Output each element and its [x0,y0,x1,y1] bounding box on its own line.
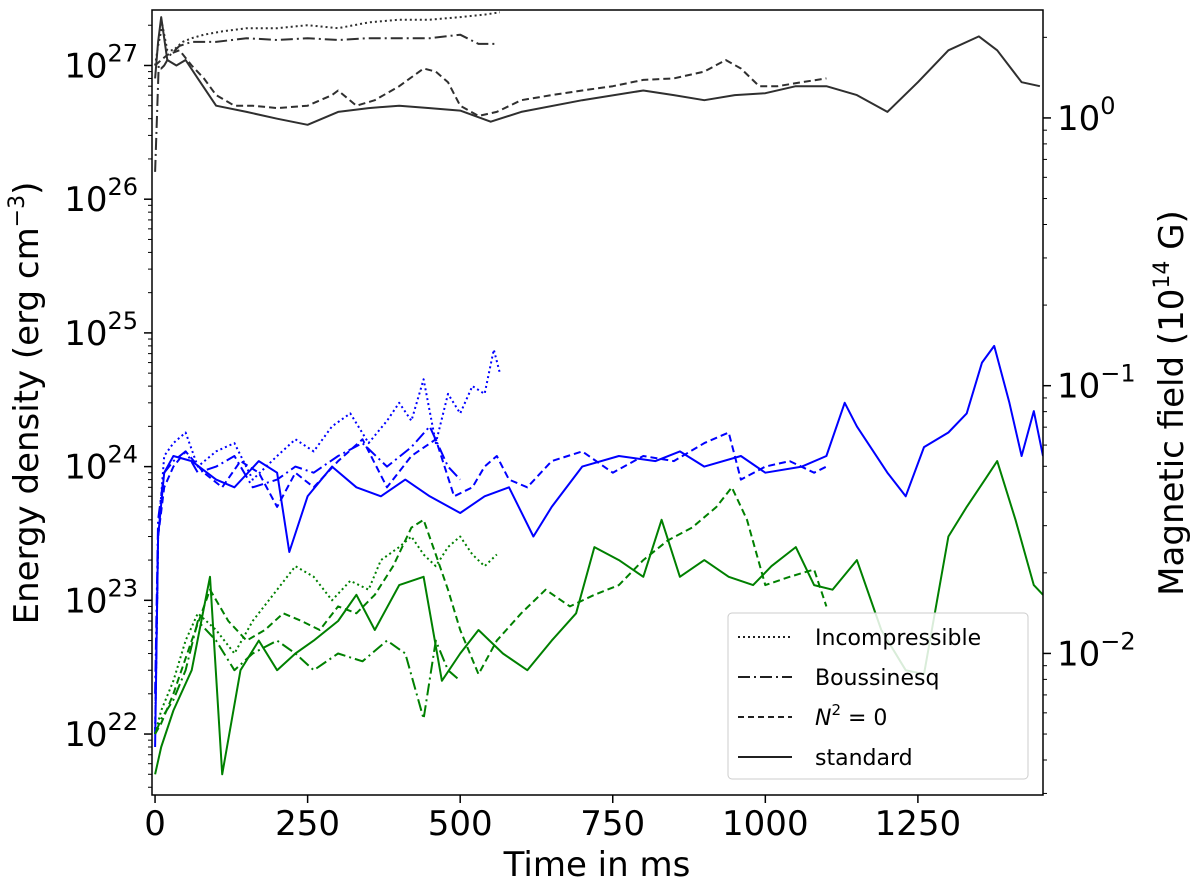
x-tick-label: 0 [144,804,166,844]
x-tick-label: 1250 [875,804,962,844]
series-line-blue-dotted [154,348,501,735]
series-line-green-dashdot [154,620,461,735]
y-left-tick-label: 1025 [64,307,138,354]
y-left-tick-label: 1023 [64,574,138,621]
y-right-tick-label: 10−2 [1057,627,1136,674]
y-left-tick-label: 1022 [64,708,138,755]
x-axis-title: Time in ms [503,845,691,885]
x-axis: 0 250 500 750 1000 1250 [144,795,961,844]
x-tick-label: 1000 [722,804,809,844]
series-line-black-dotted [154,11,501,66]
series-line-black-solid [154,16,1041,126]
x-tick-label: 500 [428,804,493,844]
y-right-tick-label: 10−1 [1057,360,1136,407]
series-line-black-dashdot [154,33,497,172]
series-line-black-dashed [154,49,827,117]
legend-frame [727,612,1029,780]
x-tick-label: 250 [275,804,340,844]
series-line-blue-dashdot [154,425,461,694]
legend-label-incompressible: Incompressible [815,626,981,651]
series-line-green-dashed [154,486,828,735]
legend: Incompressible Boussinesq N2 = 0 standar… [727,612,1029,780]
series-line-blue-solid [154,344,1043,748]
y-axis-right-title: Magnetic field (1014 G) [1150,210,1192,596]
y-left-tick-label: 1026 [64,173,138,220]
y-left-tick-label: 1024 [64,441,138,488]
y-axis-left: 1022 1023 1024 1025 1026 1027 [64,24,152,788]
series-line-blue-dashed [154,431,827,735]
y-right-tick-label: 100 [1057,92,1116,139]
y-axis-right: 10−2 10−1 100 [1043,36,1136,794]
legend-label-standard: standard [815,746,913,771]
x-tick-label: 750 [580,804,645,844]
legend-label-n2-zero: N2 = 0 [815,701,887,731]
series-line-green-dotted [154,535,498,735]
y-axis-left-title: Energy density (erg cm−3) [5,182,47,625]
legend-label-boussinesq: Boussinesq [815,666,939,691]
y-left-tick-label: 1027 [64,39,138,86]
